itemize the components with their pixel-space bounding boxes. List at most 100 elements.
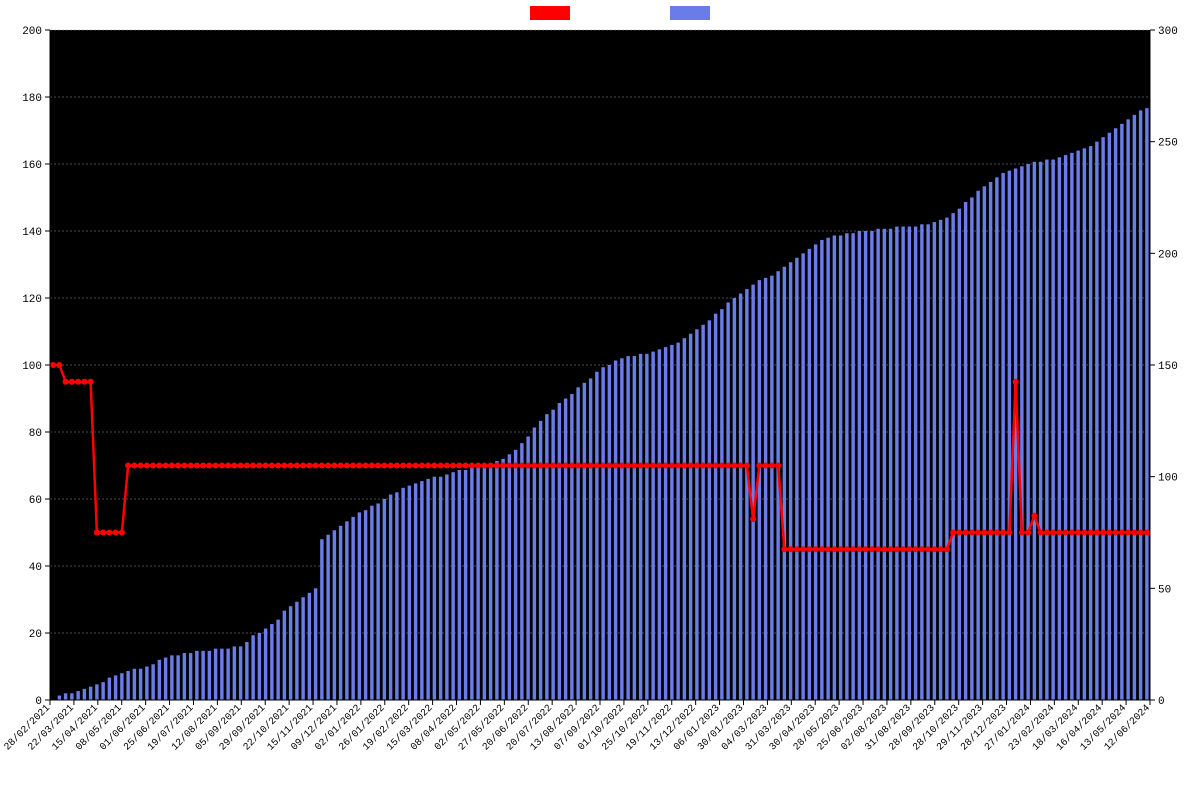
bar (758, 280, 761, 700)
bar (408, 486, 411, 700)
bar (570, 394, 573, 700)
line-marker (100, 530, 106, 536)
bar (801, 253, 804, 700)
line-marker (388, 463, 394, 469)
bar (689, 334, 692, 700)
line-marker (106, 530, 112, 536)
line-marker (525, 463, 531, 469)
line-marker (1094, 530, 1100, 536)
line-marker (400, 463, 406, 469)
bar (520, 443, 523, 700)
bar (214, 649, 217, 700)
line-marker (1019, 530, 1025, 536)
line-marker (381, 463, 387, 469)
left-tick-label: 60 (29, 495, 42, 507)
line-marker (594, 463, 600, 469)
bar (195, 651, 198, 700)
bar (870, 231, 873, 700)
line-marker (875, 546, 881, 552)
line-marker (675, 463, 681, 469)
bar (370, 506, 373, 700)
right-tick-label: 150 (1158, 361, 1178, 373)
line-marker (700, 463, 706, 469)
bar (645, 354, 648, 700)
bar (914, 227, 917, 700)
line-marker (125, 463, 131, 469)
bar (376, 503, 379, 700)
line-marker (1075, 530, 1081, 536)
line-marker (569, 463, 575, 469)
line-marker (975, 530, 981, 536)
left-tick-label: 140 (22, 227, 42, 239)
line-marker (881, 546, 887, 552)
bar (583, 383, 586, 700)
bar (1064, 155, 1067, 700)
line-marker (894, 546, 900, 552)
line-marker (856, 546, 862, 552)
line-marker (375, 463, 381, 469)
bar (151, 664, 154, 700)
bar (820, 240, 823, 700)
bar (201, 651, 204, 700)
line-marker (925, 546, 931, 552)
bar (101, 682, 104, 700)
bar (858, 231, 861, 700)
line-marker (494, 463, 500, 469)
bar (708, 320, 711, 700)
line-marker (444, 463, 450, 469)
bar (264, 629, 267, 700)
line-marker (263, 463, 269, 469)
bar (476, 468, 479, 700)
line-marker (306, 463, 312, 469)
right-tick-label: 250 (1158, 138, 1178, 150)
bar (76, 691, 79, 700)
bar (839, 235, 842, 700)
line-marker (50, 362, 56, 368)
bar (651, 352, 654, 700)
line-marker (606, 463, 612, 469)
line-marker (1025, 530, 1031, 536)
bar (389, 495, 392, 700)
bar (445, 474, 448, 700)
bar (364, 510, 367, 700)
bar (951, 213, 954, 700)
bar (508, 454, 511, 700)
line-marker (644, 463, 650, 469)
bar (814, 244, 817, 700)
bar (789, 262, 792, 700)
bar (633, 356, 636, 700)
line-marker (544, 463, 550, 469)
line-marker (625, 463, 631, 469)
bar (639, 354, 642, 700)
line-marker (88, 379, 94, 385)
bar (239, 646, 242, 700)
bar (176, 655, 179, 700)
line-marker (156, 463, 162, 469)
right-tick-label: 200 (1158, 249, 1178, 261)
bar (308, 593, 311, 700)
line-marker (213, 463, 219, 469)
line-marker (813, 546, 819, 552)
line-marker (988, 530, 994, 536)
bar (108, 678, 111, 700)
line-marker (556, 463, 562, 469)
bar (526, 436, 529, 700)
line-marker (1000, 530, 1006, 536)
bar (1001, 173, 1004, 700)
bar (314, 588, 317, 700)
line-marker (706, 463, 712, 469)
bar (501, 459, 504, 700)
line-marker (600, 463, 606, 469)
bar (1126, 119, 1129, 700)
bar (133, 669, 136, 700)
line-marker (681, 463, 687, 469)
line-marker (688, 463, 694, 469)
bar (458, 470, 461, 700)
line-marker (1119, 530, 1125, 536)
bar (320, 539, 323, 700)
line-marker (781, 546, 787, 552)
bar (1033, 162, 1036, 700)
line-marker (550, 463, 556, 469)
line-marker (519, 463, 525, 469)
bar (514, 450, 517, 700)
